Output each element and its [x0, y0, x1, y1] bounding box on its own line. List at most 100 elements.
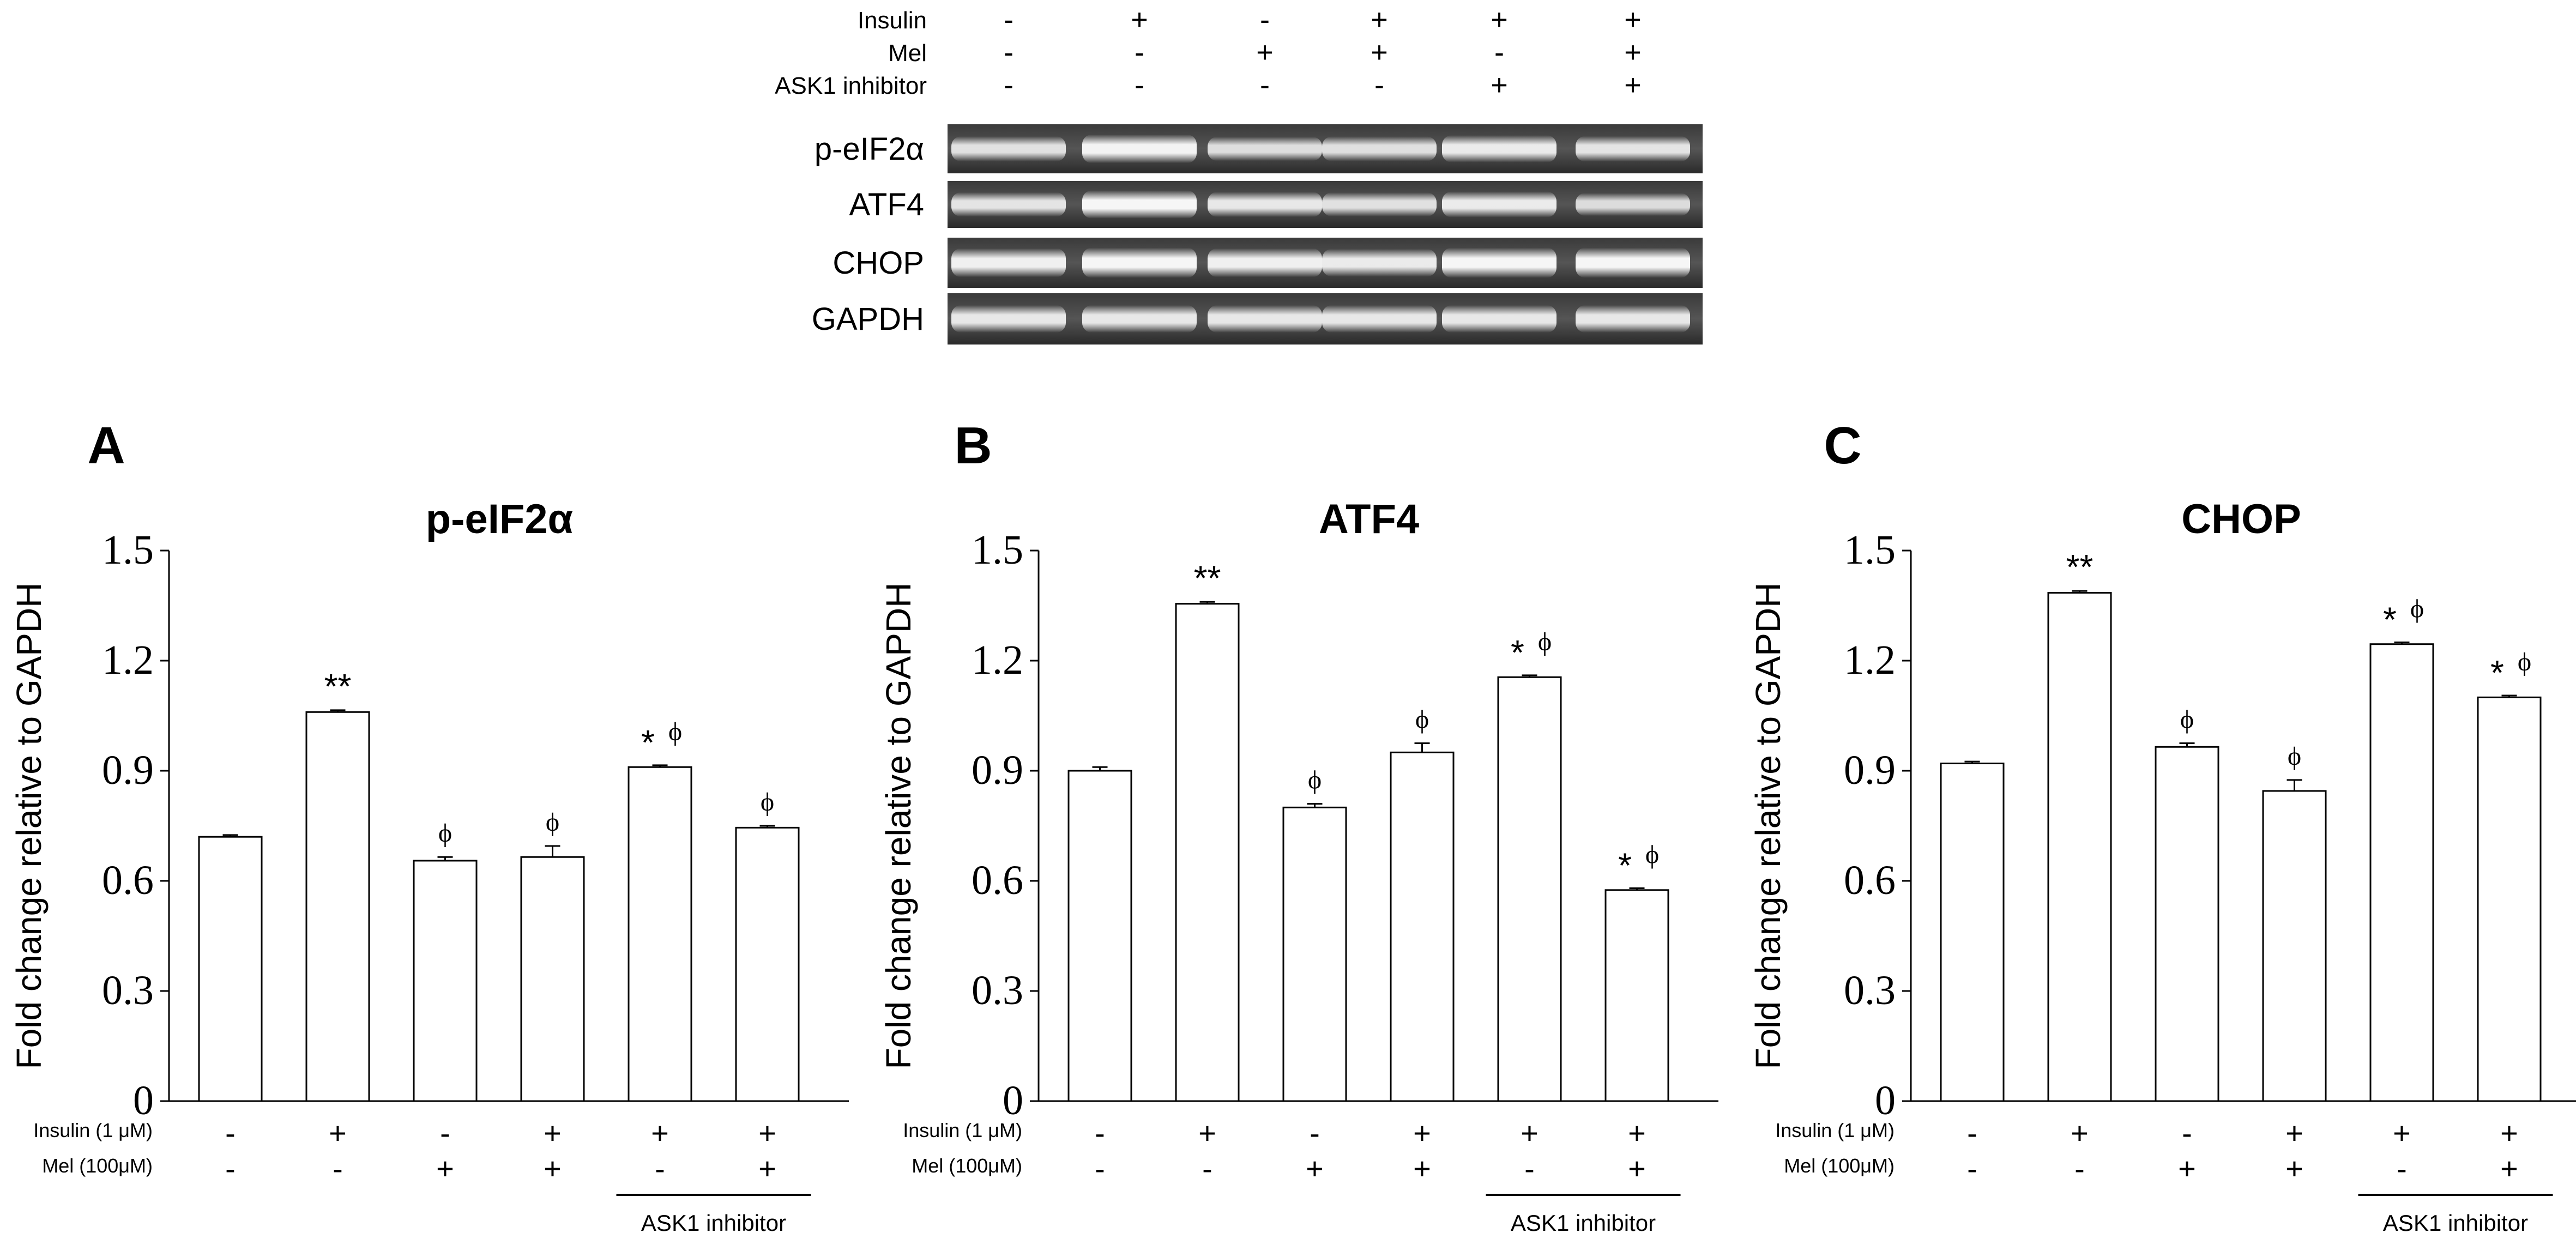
- condition-sign: +: [2285, 1116, 2303, 1150]
- y-axis-label: Fold change relative to GAPDH: [879, 583, 918, 1069]
- significance-phi: ϕ: [2410, 594, 2424, 623]
- bar: [1282, 806, 1347, 1102]
- blot-condition-sign: -: [1004, 69, 1013, 101]
- bar: [413, 860, 478, 1102]
- y-axis-label: Fold change relative to GAPDH: [9, 583, 49, 1069]
- condition-sign: +: [1198, 1116, 1216, 1150]
- condition-sign: +: [1413, 1116, 1431, 1150]
- blot-condition-sign: +: [1371, 36, 1388, 69]
- blot-band: [1576, 247, 1690, 278]
- condition-sign: +: [329, 1116, 347, 1150]
- blot-condition-label: Mel: [888, 40, 927, 67]
- condition-sign: -: [655, 1151, 665, 1186]
- blot-row-label: GAPDH: [812, 301, 924, 337]
- condition-label: Mel (100μM): [912, 1155, 1022, 1177]
- y-tick-label: 1.5: [102, 527, 154, 573]
- condition-label: Insulin (1 μM): [33, 1119, 153, 1141]
- condition-sign: +: [1521, 1116, 1539, 1150]
- significance-phi: ϕ: [2288, 742, 2301, 771]
- blot-condition-sign: +: [1624, 3, 1642, 36]
- blot-condition-sign: +: [1624, 36, 1642, 69]
- condition-label: Insulin (1 μM): [1775, 1119, 1895, 1141]
- bar: [2047, 591, 2112, 1102]
- blot-band: [1576, 305, 1690, 333]
- significance-star: *: [2490, 653, 2504, 692]
- blot-condition-sign: +: [1371, 3, 1388, 36]
- bar: [2155, 746, 2219, 1102]
- blot-band: [1442, 305, 1557, 333]
- bar: [2369, 643, 2434, 1102]
- bar-chart-panels: Ap-eIF2α Fold change relative to GAPDH 0 0.…: [9, 416, 2576, 1236]
- blot-band: [1082, 247, 1197, 278]
- condition-sign: +: [544, 1151, 562, 1186]
- blot-band: [1442, 247, 1557, 278]
- bar: [1497, 676, 1562, 1102]
- blot-band: [1082, 134, 1197, 164]
- significance-phi: ϕ: [1645, 840, 1659, 869]
- western-blot-panel: Insulin - + - + + +Mel - - + + - +ASK1 inhibitor - - - -…: [775, 3, 1703, 345]
- bar: [1067, 770, 1132, 1102]
- blot-band: [951, 192, 1066, 217]
- chart-panel-A: Ap-eIF2α Fold change relative to GAPDH 0 0.…: [9, 416, 849, 1236]
- condition-sign: +: [758, 1151, 776, 1186]
- blot-band: [951, 305, 1066, 333]
- blot-band: [1576, 136, 1690, 162]
- significance-phi: ϕ: [1415, 705, 1429, 734]
- y-tick-label: 0.3: [972, 968, 1023, 1013]
- condition-sign: -: [2397, 1151, 2407, 1186]
- significance-star: **: [324, 667, 352, 706]
- condition-sign: +: [544, 1116, 562, 1150]
- condition-sign: -: [1095, 1116, 1105, 1150]
- blot-row-label: CHOP: [832, 245, 924, 281]
- bar: [198, 836, 263, 1102]
- condition-sign: +: [2071, 1116, 2089, 1150]
- blot-band: [1322, 305, 1437, 333]
- condition-label: Mel (100μM): [1784, 1155, 1895, 1177]
- condition-sign: -: [1202, 1151, 1212, 1186]
- condition-sign: +: [2500, 1151, 2518, 1186]
- blot-band: [1208, 305, 1322, 333]
- bar: [520, 856, 585, 1102]
- condition-sign: +: [758, 1116, 776, 1150]
- condition-sign: -: [1524, 1151, 1535, 1186]
- y-tick-label: 0.6: [972, 857, 1023, 903]
- blot-band: [1208, 248, 1322, 277]
- y-axis-label: Fold change relative to GAPDH: [1748, 583, 1788, 1069]
- blot-condition-sign: -: [1494, 36, 1504, 69]
- y-tick-label: 0.6: [102, 857, 154, 903]
- blot-band: [1576, 193, 1690, 216]
- group-label: ASK1 inhibitor: [1511, 1210, 1656, 1236]
- condition-sign: +: [2393, 1116, 2411, 1150]
- bar: [1390, 751, 1455, 1102]
- y-tick-label: 0.9: [1844, 747, 1896, 793]
- condition-label: Mel (100μM): [42, 1155, 153, 1177]
- significance-phi: ϕ: [546, 808, 559, 837]
- blot-condition-sign: -: [1260, 69, 1270, 101]
- bar: [305, 711, 370, 1102]
- significance-phi: ϕ: [1538, 627, 1552, 656]
- condition-sign: -: [1967, 1116, 1977, 1150]
- group-label: ASK1 inhibitor: [641, 1210, 786, 1236]
- condition-sign: +: [436, 1151, 454, 1186]
- bar: [1175, 603, 1240, 1102]
- blot-condition-sign: -: [1004, 3, 1013, 36]
- condition-sign: -: [440, 1116, 450, 1150]
- y-tick-label: 0.9: [972, 747, 1023, 793]
- condition-sign: +: [1628, 1116, 1646, 1150]
- panel-letter: B: [954, 416, 992, 475]
- bar: [628, 766, 692, 1102]
- bar: [1940, 763, 2005, 1102]
- panel-letter: A: [87, 416, 125, 475]
- blot-band: [951, 136, 1066, 161]
- blot-condition-label: ASK1 inhibitor: [775, 72, 927, 99]
- condition-sign: -: [2182, 1116, 2192, 1150]
- significance-phi: ϕ: [1308, 766, 1322, 795]
- condition-sign: -: [225, 1116, 236, 1150]
- condition-sign: -: [2074, 1151, 2085, 1186]
- blot-band: [1322, 192, 1437, 216]
- blot-condition-sign: +: [1491, 3, 1508, 36]
- y-tick-label: 0.3: [1844, 968, 1896, 1013]
- y-tick-label: 1.2: [102, 637, 154, 683]
- chart-panel-B: B ATF4 Fold change relative to GAPDH 0 0.3 0.…: [879, 416, 1718, 1236]
- significance-phi: ϕ: [2518, 648, 2531, 676]
